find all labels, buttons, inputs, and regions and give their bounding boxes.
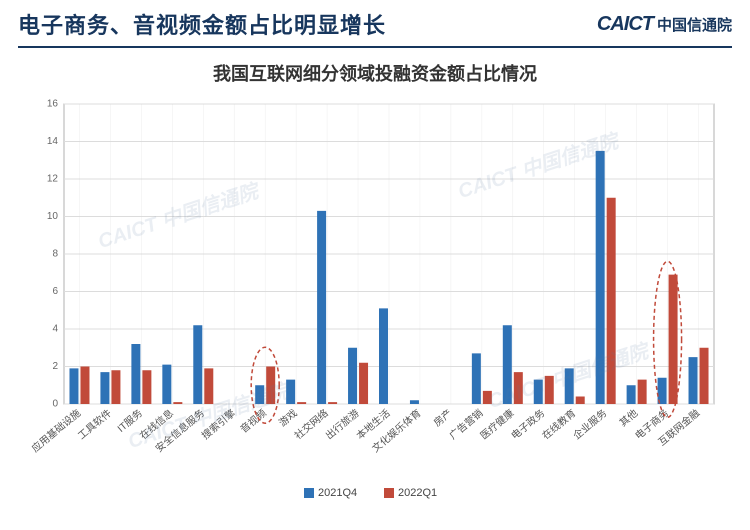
x-axis-label: 应用基础设施 [29, 406, 83, 455]
x-axis-label: 电子政务 [508, 406, 547, 442]
x-axis-label: 游戏 [276, 406, 300, 429]
bar [514, 372, 523, 404]
bar [607, 198, 616, 404]
bar [545, 376, 554, 404]
bar [297, 402, 306, 404]
bar [483, 391, 492, 404]
bar [204, 368, 213, 404]
legend-swatch [304, 488, 314, 498]
svg-text:16: 16 [47, 99, 59, 110]
x-axis-label: 企业服务 [570, 406, 609, 442]
bar [193, 325, 202, 404]
x-axis-label: 音视频 [237, 406, 268, 435]
logo-block: CAICT 中国信通院 [597, 13, 732, 36]
bar [534, 380, 543, 404]
x-axis-label: 出行旅游 [323, 406, 362, 442]
bar [255, 385, 264, 404]
bar [286, 380, 295, 404]
x-axis-label: 房产 [431, 406, 455, 429]
svg-text:8: 8 [52, 249, 58, 260]
bar [266, 367, 275, 405]
bar [565, 368, 574, 404]
bar [162, 365, 171, 404]
chart-title: 我国互联网细分领域投融资金额占比情况 [24, 60, 726, 86]
bar [69, 368, 78, 404]
bar [142, 370, 151, 404]
bar [100, 372, 109, 404]
bar [700, 348, 709, 404]
bar [348, 348, 357, 404]
svg-text:14: 14 [47, 136, 59, 147]
bar [111, 370, 120, 404]
logo-cn: 中国信通院 [657, 14, 732, 35]
header: 电子商务、音视频金额占比明显增长 CAICT 中国信通院 [0, 0, 750, 44]
header-divider [18, 46, 732, 48]
bar [596, 151, 605, 404]
bar [576, 397, 585, 405]
svg-text:12: 12 [47, 174, 59, 185]
x-axis-label: 工具软件 [75, 406, 114, 442]
bar-chart: 0246810121416应用基础设施工具软件IT服务在线信息安全信息服务搜索引… [24, 94, 724, 514]
svg-text:0: 0 [52, 399, 58, 410]
bar [669, 275, 678, 404]
bar [173, 402, 182, 404]
bar [472, 353, 481, 404]
x-axis-label: 其他 [617, 406, 641, 429]
bar [689, 357, 698, 404]
bar [503, 325, 512, 404]
logo-caict: CAICT [597, 13, 653, 36]
x-axis-label: 医疗健康 [477, 406, 516, 442]
x-axis-label: 社交网络 [292, 406, 331, 442]
svg-text:4: 4 [52, 324, 58, 335]
x-axis-label: 广告营销 [446, 406, 485, 442]
chart-container: 我国互联网细分领域投融资金额占比情况 0 2 4 6 8 10 12 14 16 应用基础设施工具… [24, 60, 726, 514]
x-axis-label: 在线教育 [539, 406, 578, 442]
bar [317, 211, 326, 404]
svg-text:6: 6 [52, 286, 58, 297]
legend-label: 2021Q4 [318, 487, 357, 499]
svg-text:2: 2 [52, 361, 58, 372]
bar [131, 344, 140, 404]
legend-swatch [384, 488, 394, 498]
svg-text:10: 10 [47, 211, 59, 222]
bar [379, 308, 388, 404]
x-axis-label: 搜索引擎 [199, 406, 238, 442]
bar [328, 402, 337, 404]
bar [80, 367, 89, 405]
bar [638, 380, 647, 404]
bar [627, 385, 636, 404]
bar [410, 400, 419, 404]
page-title: 电子商务、音视频金额占比明显增长 [18, 8, 386, 40]
bar [359, 363, 368, 404]
legend-label: 2022Q1 [398, 487, 437, 499]
